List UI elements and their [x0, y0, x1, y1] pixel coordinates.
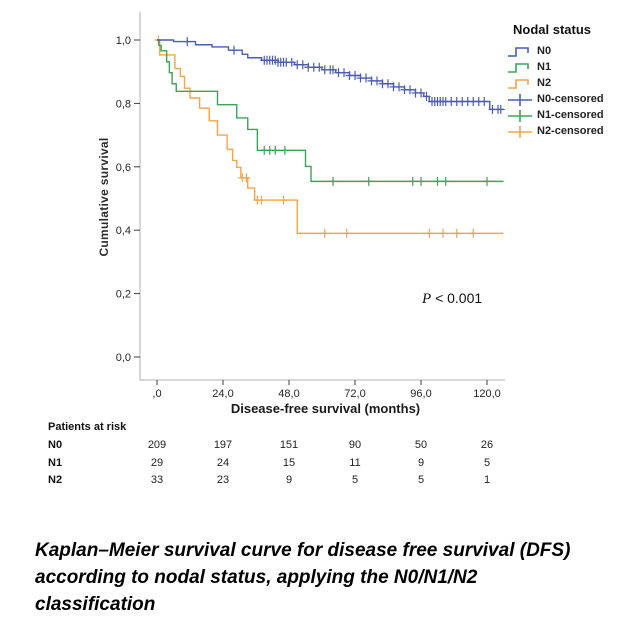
legend-symbol-path: [508, 46, 529, 57]
risk-count: 9: [285, 474, 293, 486]
risk-row-label: N1: [48, 457, 63, 469]
legend-items: N0 N1 N2 N0-censored N1-censored N2-censored: [505, 43, 637, 139]
step-line-icon: [508, 46, 529, 57]
legend-item-label: N1: [537, 61, 552, 73]
legend-item-N1: N1: [507, 59, 637, 75]
legend-item-label: N0: [537, 45, 552, 57]
step-line-icon: [508, 78, 529, 89]
censor-marks-N1: [260, 145, 491, 186]
risk-count: 209: [147, 439, 167, 451]
legend-item-label: N1-censored: [537, 109, 604, 121]
legend-item-N0-censored: N0-censored: [507, 91, 637, 107]
risk-count: 15: [282, 457, 296, 469]
censor-plus-icon: [508, 93, 532, 106]
risk-table-title: Patients at risk: [48, 421, 127, 433]
censor-plus-icon: [508, 125, 532, 138]
legend-item-N1-censored: N1-censored: [507, 107, 637, 123]
legend: Nodal status N0 N1 N2 N0-censored N1-censore…: [505, 22, 637, 139]
legend-item-label: N2-censored: [537, 125, 604, 137]
legend-item-N2: N2: [507, 75, 637, 91]
km-plot: 0,0 0,2 0,4 0,6 0,8 1,0 ,0 24,0 48,0 72,0 96,0 120,…: [116, 12, 505, 400]
caption-line: classification: [35, 593, 156, 615]
x-tick-label: 72,0: [344, 388, 365, 400]
y-tick-label: 0,4: [116, 225, 131, 237]
figure-caption: Kaplan–Meier survival curve for disease …: [35, 538, 620, 619]
km-curve-N1: [157, 39, 504, 183]
risk-row-label: N0: [48, 439, 63, 451]
risk-count: 33: [150, 474, 164, 486]
censor-marks-N2: [154, 35, 478, 238]
caption-line: Kaplan–Meier survival curve for disease …: [35, 540, 571, 561]
y-axis-title: Cumulative survival: [97, 137, 111, 257]
risk-count: 151: [279, 439, 299, 451]
legend-symbol-path: [508, 125, 532, 138]
x-axis-title: Disease-free survival (months): [230, 401, 421, 416]
risk-count: 23: [216, 474, 230, 486]
x-tick-label: 24,0: [212, 388, 233, 400]
risk-count: 5: [483, 457, 491, 469]
legend-symbol-path: [508, 93, 532, 106]
censor-plus-icon: [508, 109, 532, 122]
p-value-annotation: P < 0.001: [422, 290, 482, 308]
step-line-icon: [508, 62, 529, 73]
legend-item-label: N0-censored: [537, 93, 604, 105]
risk-count: 9: [417, 457, 425, 469]
risk-count: 5: [351, 474, 359, 486]
p-number: < 0.001: [435, 290, 483, 306]
risk-count: 197: [213, 439, 233, 451]
censor-marks-N0: [183, 37, 505, 114]
risk-count: 5: [417, 474, 425, 486]
y-tick-label: 1,0: [116, 35, 131, 47]
x-tick-label: 96,0: [410, 388, 431, 400]
axis-frame: [139, 12, 505, 381]
risk-count: 24: [216, 457, 230, 469]
legend-symbol-path: [508, 78, 529, 89]
legend-symbol-path: [508, 109, 532, 122]
y-tick-label: 0,8: [116, 98, 131, 110]
risk-count: 1: [483, 474, 491, 486]
caption-line: according to nodal status, applying the …: [35, 566, 478, 588]
legend-item-label: N2: [537, 77, 552, 89]
km-curve-N2: [157, 39, 504, 235]
risk-row-label: N2: [48, 474, 63, 486]
risk-count: 90: [348, 439, 362, 451]
x-tick-label: 120,0: [473, 388, 501, 400]
risk-count: 50: [414, 439, 428, 451]
p-label: P: [422, 291, 432, 307]
y-tick-label: 0,2: [116, 289, 131, 301]
legend-symbol-path: [508, 62, 529, 73]
risk-count: 11: [349, 457, 361, 469]
x-tick-label: ,0: [152, 388, 161, 400]
legend-item-N0: N0: [507, 43, 637, 59]
risk-count: 26: [480, 439, 494, 451]
legend-title: Nodal status: [513, 22, 592, 37]
y-tick-label: 0,6: [116, 162, 131, 174]
y-tick-label: 0,0: [116, 352, 131, 364]
risk-count: 29: [150, 457, 164, 469]
legend-item-N2-censored: N2-censored: [507, 123, 637, 139]
x-tick-label: 48,0: [278, 388, 299, 400]
